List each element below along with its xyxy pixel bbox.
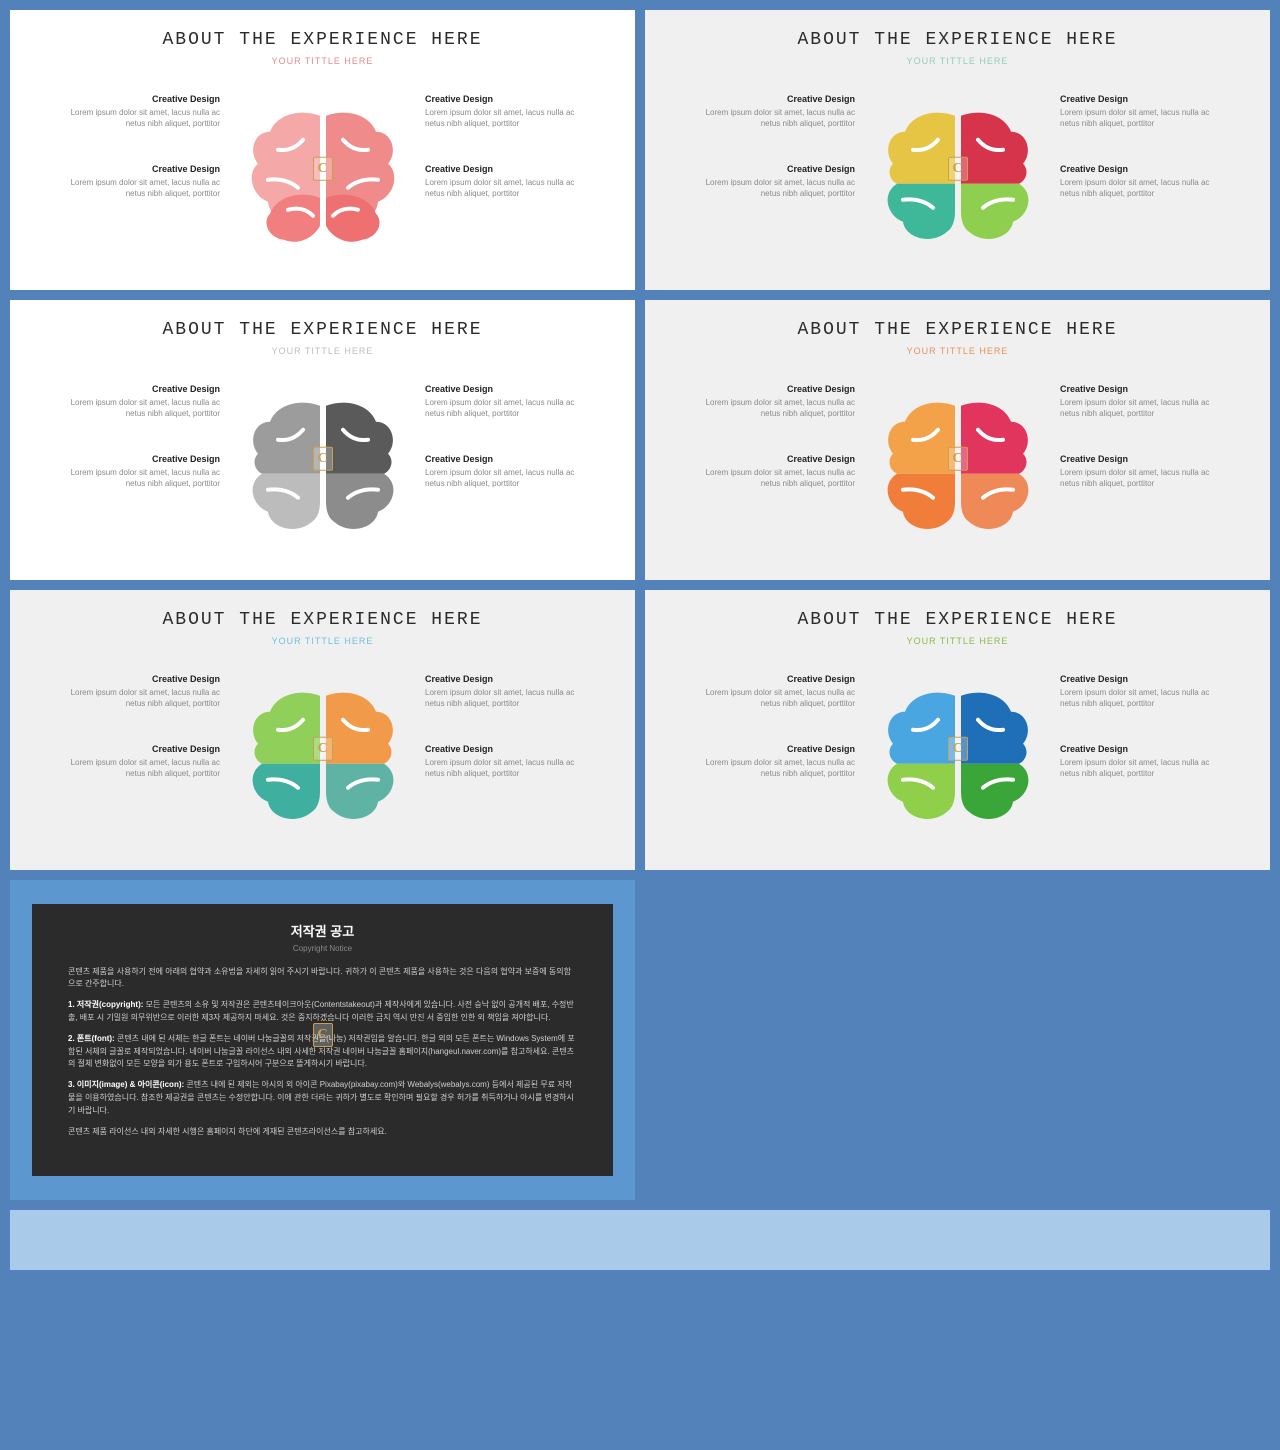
- label-tl: Creative DesignLorem ipsum dolor sit ame…: [50, 674, 220, 709]
- c-badge-icon: C: [948, 447, 968, 471]
- slide-content: C Creative DesignLorem ipsum dolor sit a…: [40, 374, 605, 574]
- slide-2: ABOUT THE EXPERIENCE HERE YOUR TITTLE HE…: [645, 10, 1270, 290]
- copyright-subtitle: Copyright Notice: [68, 943, 577, 956]
- slide-subtitle: YOUR TITTLE HERE: [675, 56, 1240, 66]
- slide-title: ABOUT THE EXPERIENCE HERE: [675, 320, 1240, 340]
- brain-icon: C: [883, 110, 1033, 245]
- c-badge-icon: C: [948, 737, 968, 761]
- slide-content: C Creative DesignLorem ipsum dolor sit a…: [675, 84, 1240, 284]
- brain-icon: C: [248, 110, 398, 245]
- slide-subtitle: YOUR TITTLE HERE: [675, 636, 1240, 646]
- slide-content: C Creative DesignLorem ipsum dolor sit a…: [675, 374, 1240, 574]
- slide-content: C Creative DesignLorem ipsum dolor sit a…: [40, 664, 605, 864]
- label-tl: Creative DesignLorem ipsum dolor sit ame…: [50, 94, 220, 129]
- c-badge-icon: C: [313, 1023, 333, 1047]
- slide-content: C Creative DesignLorem ipsum dolor sit a…: [675, 664, 1240, 864]
- slide-title: ABOUT THE EXPERIENCE HERE: [40, 30, 605, 50]
- label-tl: Creative DesignLorem ipsum dolor sit ame…: [685, 674, 855, 709]
- slide-subtitle: YOUR TITTLE HERE: [40, 346, 605, 356]
- label-tl: Creative DesignLorem ipsum dolor sit ame…: [685, 384, 855, 419]
- slide-title: ABOUT THE EXPERIENCE HERE: [675, 610, 1240, 630]
- slide-3: ABOUT THE EXPERIENCE HERE YOUR TITTLE HE…: [10, 300, 635, 580]
- brain-icon: C: [248, 690, 398, 825]
- copyright-title: 저작권 공고: [68, 922, 577, 943]
- copyright-p4: 콘텐츠 제품 라이선스 내외 자세한 시행은 홈페이지 하단에 게재된 콘텐츠라…: [68, 1126, 577, 1139]
- slide-subtitle: YOUR TITTLE HERE: [675, 346, 1240, 356]
- slide-content: C Creative DesignLorem ipsum dolor sit a…: [40, 84, 605, 284]
- copyright-p0: 콘텐츠 제품을 사용하기 전에 아래의 협약과 소유법을 자세히 읽어 주시기 …: [68, 966, 577, 992]
- label-tr: Creative DesignLorem ipsum dolor sit ame…: [425, 384, 595, 419]
- brain-icon: C: [248, 400, 398, 535]
- label-br: Creative DesignLorem ipsum dolor sit ame…: [1060, 744, 1230, 779]
- slide-subtitle: YOUR TITTLE HERE: [40, 636, 605, 646]
- label-tr: Creative DesignLorem ipsum dolor sit ame…: [425, 94, 595, 129]
- c-badge-icon: C: [948, 157, 968, 181]
- copyright-p3: 3. 이미지(image) & 아이콘(icon): 콘텐츠 내에 된 제외는 …: [68, 1079, 577, 1117]
- c-badge-icon: C: [313, 157, 333, 181]
- label-bl: Creative DesignLorem ipsum dolor sit ame…: [50, 164, 220, 199]
- slide-4: ABOUT THE EXPERIENCE HERE YOUR TITTLE HE…: [645, 300, 1270, 580]
- slide-title: ABOUT THE EXPERIENCE HERE: [40, 320, 605, 340]
- label-bl: Creative DesignLorem ipsum dolor sit ame…: [50, 454, 220, 489]
- slide-6: ABOUT THE EXPERIENCE HERE YOUR TITTLE HE…: [645, 590, 1270, 870]
- empty-cell: [645, 880, 1270, 1200]
- label-br: Creative DesignLorem ipsum dolor sit ame…: [1060, 454, 1230, 489]
- c-badge-icon: C: [313, 737, 333, 761]
- slide-grid: ABOUT THE EXPERIENCE HERE YOUR TITTLE HE…: [0, 0, 1280, 1210]
- label-br: Creative DesignLorem ipsum dolor sit ame…: [425, 454, 595, 489]
- footer-strip: [10, 1210, 1270, 1270]
- label-bl: Creative DesignLorem ipsum dolor sit ame…: [685, 454, 855, 489]
- label-bl: Creative DesignLorem ipsum dolor sit ame…: [685, 164, 855, 199]
- label-br: Creative DesignLorem ipsum dolor sit ame…: [425, 744, 595, 779]
- label-bl: Creative DesignLorem ipsum dolor sit ame…: [685, 744, 855, 779]
- label-bl: Creative DesignLorem ipsum dolor sit ame…: [50, 744, 220, 779]
- label-br: Creative DesignLorem ipsum dolor sit ame…: [1060, 164, 1230, 199]
- copyright-p1: 1. 저작권(copyright): 모든 콘텐츠의 소유 및 저작권은 콘텐츠…: [68, 999, 577, 1025]
- slide-title: ABOUT THE EXPERIENCE HERE: [40, 610, 605, 630]
- label-br: Creative DesignLorem ipsum dolor sit ame…: [425, 164, 595, 199]
- label-tl: Creative DesignLorem ipsum dolor sit ame…: [50, 384, 220, 419]
- label-tr: Creative DesignLorem ipsum dolor sit ame…: [1060, 674, 1230, 709]
- slide-1: ABOUT THE EXPERIENCE HERE YOUR TITTLE HE…: [10, 10, 635, 290]
- label-tr: Creative DesignLorem ipsum dolor sit ame…: [1060, 384, 1230, 419]
- c-badge-icon: C: [313, 447, 333, 471]
- label-tr: Creative DesignLorem ipsum dolor sit ame…: [425, 674, 595, 709]
- slide-subtitle: YOUR TITTLE HERE: [40, 56, 605, 66]
- brain-icon: C: [883, 690, 1033, 825]
- slide-5: ABOUT THE EXPERIENCE HERE YOUR TITTLE HE…: [10, 590, 635, 870]
- slide-title: ABOUT THE EXPERIENCE HERE: [675, 30, 1240, 50]
- slide-copyright: 저작권 공고 Copyright Notice 콘텐츠 제품을 사용하기 전에 …: [10, 880, 635, 1200]
- label-tl: Creative DesignLorem ipsum dolor sit ame…: [685, 94, 855, 129]
- label-tr: Creative DesignLorem ipsum dolor sit ame…: [1060, 94, 1230, 129]
- copyright-panel: 저작권 공고 Copyright Notice 콘텐츠 제품을 사용하기 전에 …: [32, 904, 613, 1176]
- brain-icon: C: [883, 400, 1033, 535]
